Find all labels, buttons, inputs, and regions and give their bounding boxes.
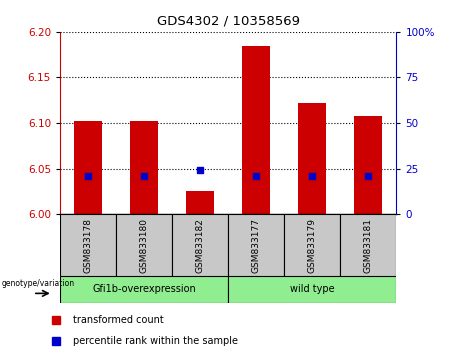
Text: transformed count: transformed count (73, 315, 164, 325)
Bar (172, 214, 228, 276)
Text: GSM833182: GSM833182 (195, 218, 205, 273)
Text: wild type: wild type (290, 284, 335, 295)
Bar (60, 214, 116, 276)
Text: GSM833178: GSM833178 (83, 218, 93, 273)
Bar (242, 46, 270, 214)
Bar (340, 214, 396, 276)
Text: Gfi1b-overexpression: Gfi1b-overexpression (92, 284, 196, 295)
Bar (116, 214, 172, 276)
Bar (228, 214, 284, 276)
Text: GSM833177: GSM833177 (252, 218, 261, 273)
Bar (60, 276, 228, 303)
Text: percentile rank within the sample: percentile rank within the sample (73, 336, 238, 346)
Bar (355, 116, 383, 214)
Bar (130, 121, 158, 214)
Bar (228, 276, 396, 303)
Bar (74, 121, 102, 214)
Text: GSM833181: GSM833181 (364, 218, 373, 273)
Title: GDS4302 / 10358569: GDS4302 / 10358569 (157, 15, 300, 28)
Text: GSM833179: GSM833179 (308, 218, 317, 273)
Bar (284, 214, 340, 276)
Bar (298, 103, 326, 214)
Text: genotype/variation: genotype/variation (1, 279, 74, 288)
Text: GSM833180: GSM833180 (140, 218, 148, 273)
Bar (186, 192, 214, 214)
